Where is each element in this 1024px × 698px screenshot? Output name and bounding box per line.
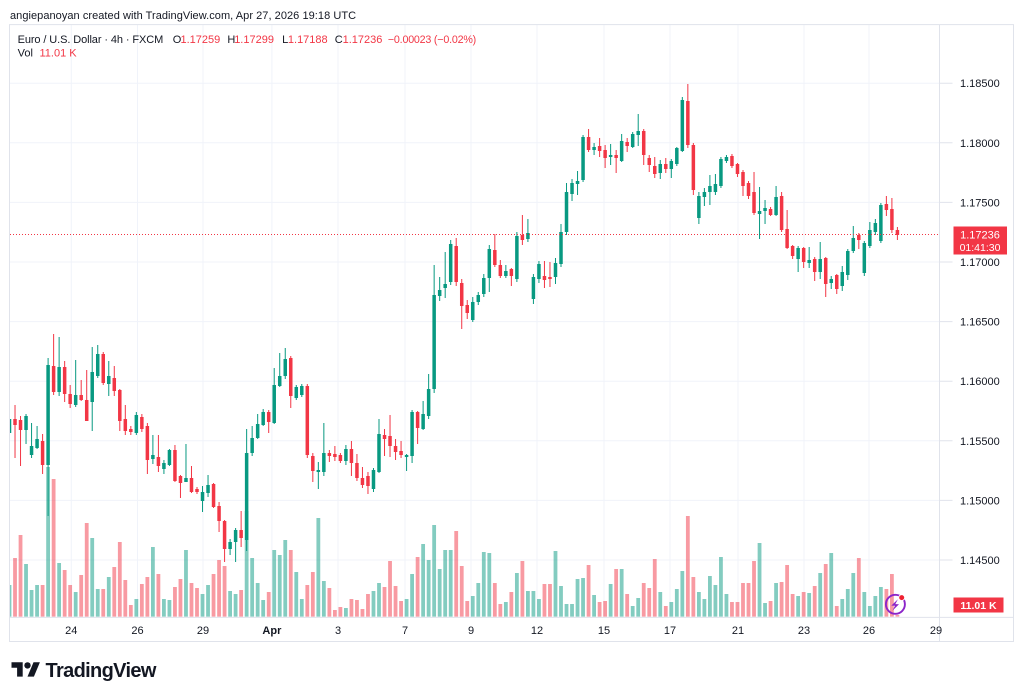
- svg-text:1.17259: 1.17259: [181, 34, 221, 46]
- svg-text:12: 12: [531, 625, 543, 637]
- svg-text:21: 21: [732, 625, 744, 637]
- svg-text:C: C: [335, 34, 343, 46]
- svg-text:L: L: [282, 34, 288, 46]
- svg-text:angiepanoyan created with Trad: angiepanoyan created with TradingView.co…: [10, 10, 356, 22]
- svg-text:1.17236: 1.17236: [960, 229, 1000, 241]
- svg-text:11.01 K: 11.01 K: [40, 47, 78, 59]
- svg-text:1.14500: 1.14500: [960, 555, 1000, 567]
- svg-text:O: O: [173, 34, 182, 46]
- svg-text:Euro / U.S. Dollar · 4h · FXCM: Euro / U.S. Dollar · 4h · FXCM: [18, 34, 164, 46]
- svg-text:H: H: [227, 34, 235, 46]
- svg-text:11.01 K: 11.01 K: [960, 600, 997, 612]
- svg-text:29: 29: [930, 625, 942, 637]
- svg-text:7: 7: [402, 625, 408, 637]
- svg-text:1.16000: 1.16000: [960, 376, 1000, 388]
- svg-text:−0.00023 (−0.02%): −0.00023 (−0.02%): [388, 34, 476, 46]
- svg-text:26: 26: [131, 625, 143, 637]
- svg-text:29: 29: [197, 625, 209, 637]
- svg-text:Vol: Vol: [18, 47, 33, 59]
- svg-text:1.18000: 1.18000: [960, 138, 1000, 150]
- svg-text:1.17188: 1.17188: [288, 34, 328, 46]
- svg-text:17: 17: [664, 625, 676, 637]
- svg-text:1.15500: 1.15500: [960, 436, 1000, 448]
- svg-text:24: 24: [65, 625, 77, 637]
- svg-text:1.17299: 1.17299: [234, 34, 274, 46]
- svg-text:TradingView: TradingView: [46, 660, 157, 682]
- svg-text:15: 15: [598, 625, 610, 637]
- svg-text:1.15000: 1.15000: [960, 495, 1000, 507]
- svg-text:1.17236: 1.17236: [343, 34, 383, 46]
- svg-text:23: 23: [798, 625, 810, 637]
- svg-text:Apr: Apr: [262, 625, 282, 637]
- svg-text:9: 9: [468, 625, 474, 637]
- svg-text:26: 26: [863, 625, 875, 637]
- svg-text:3: 3: [335, 625, 341, 637]
- svg-text:1.16500: 1.16500: [960, 317, 1000, 329]
- svg-text:01:41:30: 01:41:30: [960, 242, 1001, 254]
- svg-text:1.17500: 1.17500: [960, 197, 1000, 209]
- svg-text:1.17000: 1.17000: [960, 257, 1000, 269]
- svg-text:1.18500: 1.18500: [960, 78, 1000, 90]
